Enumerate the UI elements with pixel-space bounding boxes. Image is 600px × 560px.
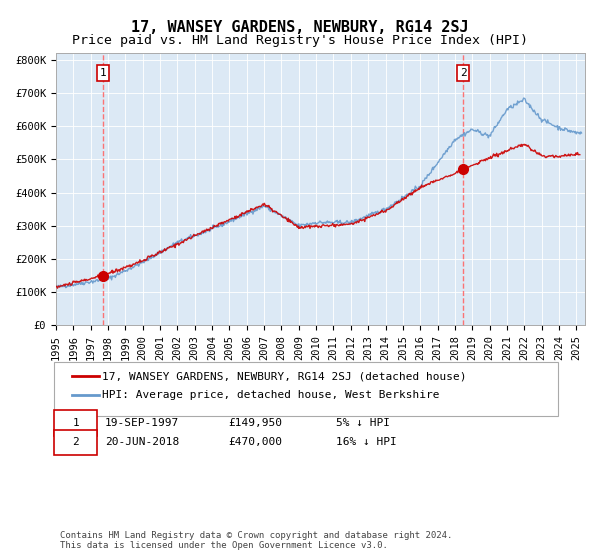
Text: 5% ↓ HPI: 5% ↓ HPI xyxy=(336,418,390,428)
Text: 1: 1 xyxy=(72,418,79,428)
Text: 17, WANSEY GARDENS, NEWBURY, RG14 2SJ: 17, WANSEY GARDENS, NEWBURY, RG14 2SJ xyxy=(131,20,469,35)
Text: 19-SEP-1997: 19-SEP-1997 xyxy=(105,418,179,428)
Text: Contains HM Land Registry data © Crown copyright and database right 2024.
This d: Contains HM Land Registry data © Crown c… xyxy=(60,530,452,550)
Text: £149,950: £149,950 xyxy=(228,418,282,428)
Text: Price paid vs. HM Land Registry's House Price Index (HPI): Price paid vs. HM Land Registry's House … xyxy=(72,34,528,46)
Text: £470,000: £470,000 xyxy=(228,437,282,447)
Text: 20-JUN-2018: 20-JUN-2018 xyxy=(105,437,179,447)
Text: 2: 2 xyxy=(72,437,79,447)
Text: 1: 1 xyxy=(100,68,107,78)
Text: 17, WANSEY GARDENS, NEWBURY, RG14 2SJ (detached house): 17, WANSEY GARDENS, NEWBURY, RG14 2SJ (d… xyxy=(102,371,467,381)
Text: 2: 2 xyxy=(460,68,466,78)
Text: 16% ↓ HPI: 16% ↓ HPI xyxy=(336,437,397,447)
Text: HPI: Average price, detached house, West Berkshire: HPI: Average price, detached house, West… xyxy=(102,390,439,400)
